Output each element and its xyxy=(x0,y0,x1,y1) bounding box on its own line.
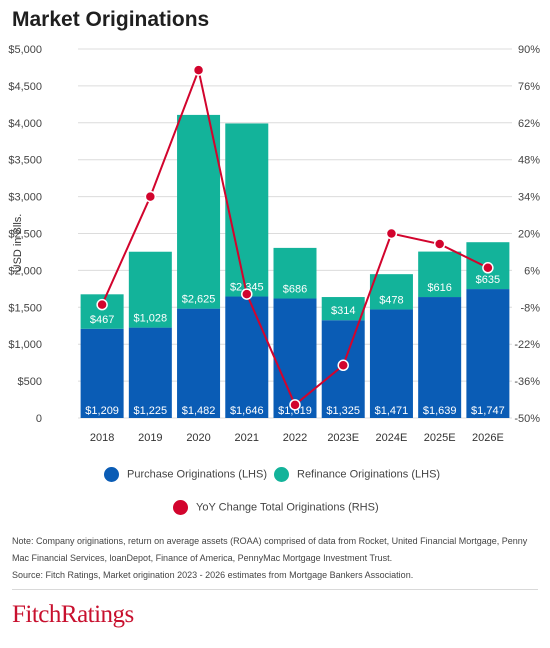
x-tick-label: 2023E xyxy=(327,432,359,444)
bars: $1,209 $467 $1,225 $1,028 $1,482 $2,625 $1,646… xyxy=(80,114,510,418)
bar-purchase xyxy=(177,308,221,418)
divider xyxy=(12,589,538,590)
yoy-line xyxy=(96,64,494,411)
bar-refinance xyxy=(177,114,221,309)
data-label-refinance: $2,345 xyxy=(230,282,264,294)
legend-refinance: Refinance Originations (LHS) xyxy=(274,467,440,482)
y-tick-label: $4,000 xyxy=(8,118,42,130)
data-label-refinance: $635 xyxy=(476,274,500,286)
y2-tick-label: 90% xyxy=(518,44,540,56)
yoy-point xyxy=(433,238,446,250)
refinance-swatch-icon xyxy=(274,467,289,482)
footnote-line: Source: Fitch Ratings, Market originatio… xyxy=(12,570,414,580)
y2-tick-label: 76% xyxy=(518,81,540,93)
x-tick-label: 2021 xyxy=(235,432,259,444)
data-label-purchase: $1,747 xyxy=(471,405,505,417)
yoy-point xyxy=(144,190,157,203)
bar-refinance xyxy=(273,247,317,299)
y-tick-label: $4,500 xyxy=(8,81,42,93)
bar-purchase xyxy=(369,309,413,418)
footnote: Note: Company originations, return on av… xyxy=(12,533,537,584)
bar-refinance xyxy=(369,274,413,310)
y2-tick-label: 62% xyxy=(518,118,540,130)
y2-tick-label: 20% xyxy=(518,229,540,241)
footnote-line: Note: Company originations, return on av… xyxy=(12,536,528,546)
purchase-swatch-icon xyxy=(104,467,119,482)
fitch-ratings-logo: FitchRatings xyxy=(12,601,134,628)
bar-purchase xyxy=(225,296,269,418)
legend-yoy: YoY Change Total Originations (RHS) xyxy=(173,500,379,515)
x-tick-label: 2022 xyxy=(283,432,307,444)
legend-yoy-label: YoY Change Total Originations (RHS) xyxy=(196,501,379,514)
legend-purchase-label: Purchase Originations (LHS) xyxy=(127,468,268,481)
y2-tick-label: -22% xyxy=(514,339,540,351)
data-label-refinance: $686 xyxy=(283,284,307,296)
x-axis-ticks: 2018 2019 2020 2021 2022 2023E 2024E 2025E 2026E xyxy=(90,432,504,444)
chart-svg: 0 $500 $1,000 $1,500 $2,000 $2,500 $3,000 $3,50… xyxy=(8,44,540,444)
chart-title: Market Originations xyxy=(12,8,210,31)
right-axis-ticks: -50% -36% -22% -8% 6% 20% 34% 48% 62% 76% 90% xyxy=(514,44,540,425)
y2-tick-label: 48% xyxy=(518,155,540,167)
x-tick-label: 2025E xyxy=(424,432,456,444)
data-label-purchase: $1,209 xyxy=(85,405,119,417)
bar-refinance xyxy=(418,251,462,298)
data-label-refinance: $616 xyxy=(427,282,451,294)
x-tick-label: 2018 xyxy=(90,432,114,444)
bar-purchase xyxy=(80,328,124,418)
legend-refinance-label: Refinance Originations (LHS) xyxy=(297,468,441,481)
footnote-line: Mac Financial Services, loanDepot, Finan… xyxy=(12,553,393,563)
data-label-refinance: $2,625 xyxy=(182,294,216,306)
data-label-purchase: $1,471 xyxy=(375,405,409,417)
yoy-swatch-icon xyxy=(173,500,188,515)
bar-purchase xyxy=(128,327,172,418)
bar-purchase xyxy=(418,297,462,418)
data-label-purchase: $1,325 xyxy=(326,405,360,417)
legend-purchase: Purchase Originations (LHS) xyxy=(104,467,267,482)
y2-tick-label: 34% xyxy=(518,192,540,204)
bar-refinance xyxy=(321,297,365,321)
data-label-purchase: $1,619 xyxy=(278,405,312,417)
bar-purchase xyxy=(466,289,510,418)
y-tick-label: $1,500 xyxy=(8,302,42,314)
y-tick-label: 0 xyxy=(36,413,42,425)
y-tick-label: $2,500 xyxy=(8,229,42,241)
y2-tick-label: -8% xyxy=(520,302,540,314)
yoy-point xyxy=(385,227,398,240)
data-label-purchase: $1,639 xyxy=(423,405,457,417)
data-label-purchase: $1,646 xyxy=(230,405,264,417)
data-label-refinance: $467 xyxy=(90,314,114,326)
y-tick-label: $1,000 xyxy=(8,339,42,351)
y-tick-label: $2,000 xyxy=(8,265,42,277)
bar-purchase xyxy=(273,298,317,418)
y-tick-label: $5,000 xyxy=(8,44,42,56)
yoy-point xyxy=(96,298,108,311)
x-tick-label: 2019 xyxy=(138,432,162,444)
bar-refinance xyxy=(128,251,172,328)
x-tick-label: 2024E xyxy=(376,432,408,444)
data-label-refinance: $314 xyxy=(331,305,355,317)
data-label-refinance: $1,028 xyxy=(134,313,168,325)
yoy-point xyxy=(192,64,205,76)
data-label-refinance: $478 xyxy=(379,294,403,306)
x-tick-label: 2020 xyxy=(186,432,210,444)
yoy-point xyxy=(241,288,253,300)
left-axis-ticks: 0 $500 $1,000 $1,500 $2,000 $2,500 $3,000 $3,50… xyxy=(8,44,42,425)
x-tick-label: 2026E xyxy=(472,432,504,444)
data-label-purchase: $1,482 xyxy=(182,405,216,417)
data-label-purchase: $1,225 xyxy=(134,405,168,417)
y2-tick-label: -50% xyxy=(514,413,540,425)
y-tick-label: $500 xyxy=(18,376,42,388)
yoy-point xyxy=(337,359,349,372)
y2-tick-label: -36% xyxy=(514,376,540,388)
y-tick-label: $3,000 xyxy=(8,192,42,204)
y-axis-label: USD in Blls. xyxy=(12,214,24,273)
y-tick-label: $3,500 xyxy=(8,155,42,167)
y2-tick-label: 6% xyxy=(524,265,540,277)
yoy-point xyxy=(482,262,494,274)
yoy-point xyxy=(289,399,301,411)
bar-refinance xyxy=(225,123,269,297)
